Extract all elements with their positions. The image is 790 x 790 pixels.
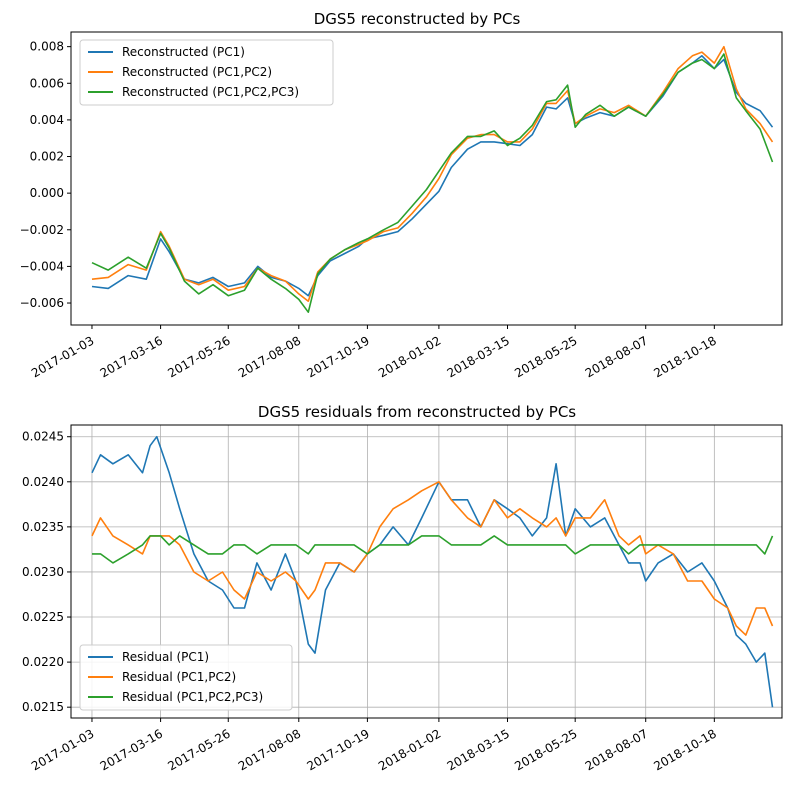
series-line-2 xyxy=(91,45,774,303)
y-tick-label: 0.0230 xyxy=(22,565,64,579)
y-tick-label: 0.000 xyxy=(30,186,64,200)
y-tick-label: −0.004 xyxy=(20,259,64,273)
y-tick-label: 0.006 xyxy=(30,76,64,90)
y-tick-label: 0.0245 xyxy=(22,430,64,444)
series-line-2 xyxy=(91,480,774,636)
legend-box xyxy=(79,644,293,711)
y-tick-label: 0.004 xyxy=(30,113,64,127)
y-tick-label: 0.0240 xyxy=(22,475,64,489)
chart-title: DGS5 reconstructed by PCs xyxy=(314,10,521,28)
legend-label: Residual (PC1,PC2) xyxy=(122,670,236,684)
y-tick-label: 0.0215 xyxy=(22,700,64,714)
series-line-3 xyxy=(92,535,774,564)
legend-label: Reconstructed (PC1,PC2,PC3) xyxy=(122,85,299,99)
series-line-3 xyxy=(91,53,774,314)
legend-label: Residual (PC1,PC2,PC3) xyxy=(122,690,263,704)
legend-box xyxy=(79,39,334,106)
legend-label: Reconstructed (PC1) xyxy=(122,45,245,59)
y-tick-label: 0.008 xyxy=(30,40,64,54)
y-tick-label: 0.0225 xyxy=(22,610,64,624)
y-tick-label: −0.006 xyxy=(20,296,64,310)
y-tick-label: 0.0235 xyxy=(22,520,64,534)
chart-title: DGS5 residuals from reconstructed by PCs xyxy=(258,403,576,421)
y-tick-label: 0.0220 xyxy=(22,655,64,669)
y-tick-label: 0.002 xyxy=(30,150,64,164)
plot-frame xyxy=(70,31,783,326)
legend-label: Reconstructed (PC1,PC2) xyxy=(122,65,272,79)
legend-label: Residual (PC1) xyxy=(122,650,209,664)
y-tick-label: −0.002 xyxy=(20,223,64,237)
